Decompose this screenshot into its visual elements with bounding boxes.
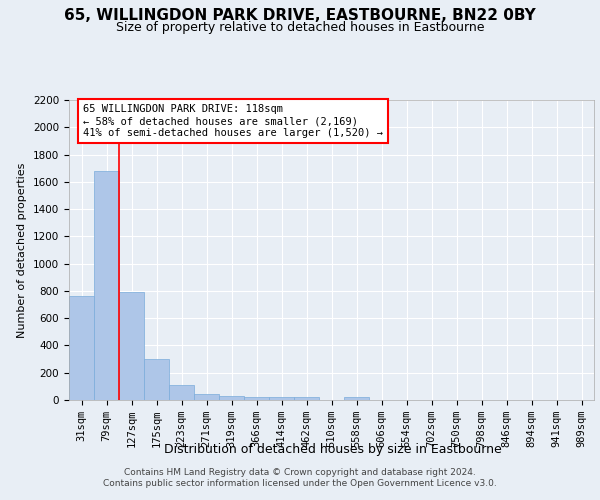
Bar bbox=[344, 398, 369, 400]
Bar bbox=[194, 394, 219, 400]
Bar bbox=[169, 385, 194, 400]
Bar bbox=[144, 359, 169, 400]
Bar bbox=[269, 398, 294, 400]
Bar bbox=[219, 396, 244, 400]
Text: Contains HM Land Registry data © Crown copyright and database right 2024.
Contai: Contains HM Land Registry data © Crown c… bbox=[103, 468, 497, 487]
Text: 65, WILLINGDON PARK DRIVE, EASTBOURNE, BN22 0BY: 65, WILLINGDON PARK DRIVE, EASTBOURNE, B… bbox=[64, 8, 536, 22]
Bar bbox=[69, 296, 94, 400]
Bar bbox=[244, 396, 269, 400]
Text: Distribution of detached houses by size in Eastbourne: Distribution of detached houses by size … bbox=[164, 442, 502, 456]
Text: Size of property relative to detached houses in Eastbourne: Size of property relative to detached ho… bbox=[116, 21, 484, 34]
Bar bbox=[119, 292, 144, 400]
Text: 65 WILLINGDON PARK DRIVE: 118sqm
← 58% of detached houses are smaller (2,169)
41: 65 WILLINGDON PARK DRIVE: 118sqm ← 58% o… bbox=[83, 104, 383, 138]
Bar bbox=[94, 171, 119, 400]
Y-axis label: Number of detached properties: Number of detached properties bbox=[17, 162, 28, 338]
Bar bbox=[294, 398, 319, 400]
